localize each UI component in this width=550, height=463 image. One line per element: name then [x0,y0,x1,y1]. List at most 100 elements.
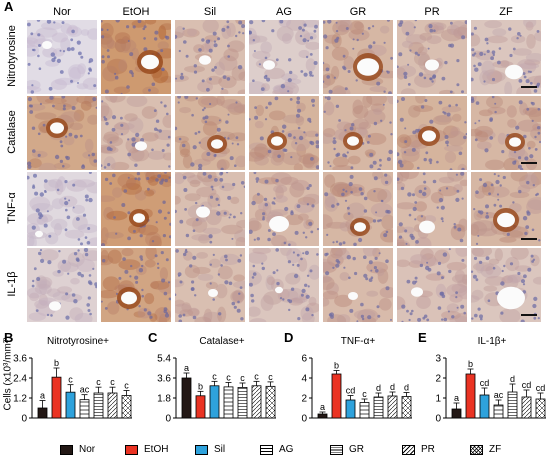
y-tick-label: 0 [435,414,441,425]
y-tick-label: 3 [435,354,441,365]
micrograph-0-etoh [101,20,171,94]
micrograph-2-zf [471,172,541,246]
significance-letter: c [254,371,259,381]
y-tick-label: 1 [435,394,441,405]
bar-etoh [195,395,206,419]
legend-swatch [330,444,343,455]
legend-label: AG [279,444,294,455]
micrograph-0-ag [249,20,319,94]
row-label-3: IL-1β [6,271,18,297]
row-label-2: TNF-α [6,192,18,224]
column-header-zf: ZF [499,6,513,18]
legend-item-etoh: EtOH [125,444,168,455]
micrograph-0-nor [27,20,97,94]
micrograph-3-gr [323,248,393,322]
panel-letter-c: C [148,330,158,345]
y-tick-label: 0 [21,414,27,425]
micrograph-0-pr [397,20,467,94]
bar-zf [535,398,546,419]
bar-zf [121,395,132,419]
panel-letter-d: D [284,330,294,345]
significance-letter: cd [522,380,532,390]
y-tick-label: 4 [301,374,307,385]
column-header-nor: Nor [53,6,71,18]
bar-gr [93,392,104,419]
bar-ag [79,399,90,419]
bar-etoh [331,373,342,419]
y-tick-label: 1.2 [13,394,27,405]
significance-letter: cd [480,378,490,388]
micrograph-0-sil [175,20,245,94]
bar-zf [401,396,412,419]
bar-gr [507,391,518,419]
chart-title-b: Nitrotyrosine+ [47,336,109,347]
y-tick-label: 1.8 [157,394,171,405]
column-header-sil: Sil [203,6,217,18]
significance-letter: d [404,383,409,393]
row-label-1: Catalase [6,110,18,154]
scale-bar [521,162,537,164]
significance-letter: cd [346,386,356,396]
significance-letter: c [268,372,273,382]
y-tick-label: 3.6 [157,374,171,385]
legend-swatch [402,444,415,455]
bar-pr [251,385,262,419]
bar-sil [479,394,490,419]
y-tick-label: 5.4 [157,354,171,365]
column-header-ag: AG [276,6,292,18]
column-header-gr: GR [349,6,367,18]
significance-letter: a [184,363,189,373]
bar-gr [237,387,248,419]
micrograph-3-sil [175,248,245,322]
bar-pr [387,395,398,419]
y-tick-label: 0 [301,414,307,425]
micrograph-0-zf [471,20,541,94]
column-header-etoh: EtOH [122,6,150,18]
bar-etoh [51,376,62,419]
bar-ag [359,402,370,419]
panel-letter-e: E [418,330,427,345]
significance-letter: a [40,391,45,401]
micrograph-3-ag [249,248,319,322]
legend-item-zf: ZF [470,444,501,455]
micrograph-1-sil [175,96,245,170]
micrograph-0-gr [323,20,393,94]
bar-sil [345,399,356,419]
legend-item-sil: Sil [195,444,225,455]
legend-label: Sil [214,444,226,455]
significance-letter: d [510,374,515,384]
significance-letter: a [320,402,325,412]
scale-bar [521,314,537,316]
significance-letter: c [110,377,115,387]
legend-item-ag: AG [260,444,293,455]
bar-nor [37,407,48,419]
micrograph-1-gr [323,96,393,170]
bar-zf [265,385,276,419]
micrograph-1-nor [27,96,97,170]
scale-bar [521,238,537,240]
significance-letter: c [226,372,231,382]
significance-letter: c [96,377,101,387]
legend-item-gr: GR [330,444,364,455]
y-axis-label: Cells (x10³/mm²) [2,336,14,411]
legend-item-pr: PR [402,444,435,455]
legend-item-nor: Nor [60,444,95,455]
row-label-0: Nitrotyrosine [6,25,18,87]
bar-nor [181,377,192,419]
panel-letter-b: B [4,330,14,345]
y-tick-label: 6 [301,354,307,365]
micrograph-2-etoh [101,172,171,246]
y-tick-label: 2.4 [13,374,27,385]
significance-letter: b [468,359,473,369]
micrograph-2-nor [27,172,97,246]
scale-bar [521,86,537,88]
bar-etoh [465,373,476,419]
panel-a-letter: A [4,0,14,14]
micrograph-1-etoh [101,96,171,170]
micrograph-3-nor [27,248,97,322]
legend-label: Nor [79,444,96,455]
chart-title-c: Catalase+ [199,336,245,347]
micrograph-1-pr [397,96,467,170]
